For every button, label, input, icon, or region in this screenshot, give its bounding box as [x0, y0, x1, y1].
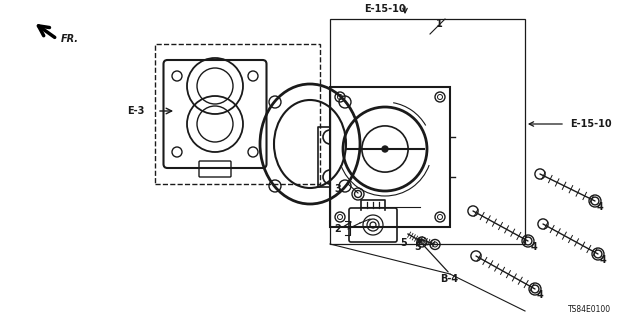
Text: 2: 2 — [335, 224, 341, 234]
Text: 4: 4 — [536, 290, 543, 300]
Text: E-3: E-3 — [127, 106, 145, 116]
Text: E-15-10: E-15-10 — [364, 4, 406, 14]
Text: TS84E0100: TS84E0100 — [568, 305, 612, 314]
Text: 1: 1 — [436, 19, 443, 29]
Text: 5: 5 — [415, 242, 421, 252]
Text: 3: 3 — [335, 184, 341, 194]
Bar — [330, 19, 525, 244]
Text: E-15-10: E-15-10 — [570, 119, 612, 129]
Text: 4: 4 — [531, 242, 538, 252]
Bar — [155, 44, 320, 184]
Circle shape — [382, 146, 388, 152]
Bar — [330, 87, 450, 227]
Text: FR.: FR. — [61, 34, 79, 44]
Text: 4: 4 — [600, 255, 606, 265]
Text: B-4: B-4 — [440, 274, 458, 284]
Text: 5: 5 — [401, 238, 408, 248]
Text: 4: 4 — [596, 202, 604, 212]
